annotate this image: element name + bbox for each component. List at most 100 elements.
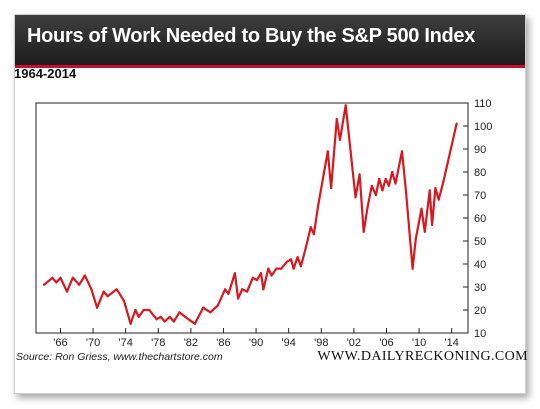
data-point	[349, 150, 352, 153]
data-point	[292, 267, 295, 270]
data-point	[159, 315, 162, 318]
data-point	[90, 288, 93, 291]
data-point	[280, 267, 283, 270]
x-tick-label: '14	[445, 337, 459, 349]
data-point	[434, 187, 437, 190]
data-point	[246, 290, 249, 293]
data-point	[129, 322, 132, 325]
data-point	[312, 233, 315, 236]
x-tick-label: '66	[53, 337, 67, 349]
y-tick-label: 50	[474, 236, 486, 248]
data-point	[122, 299, 126, 302]
data-point	[400, 150, 404, 153]
data-point	[358, 173, 361, 176]
data-point	[209, 311, 212, 314]
data-point	[423, 230, 426, 233]
data-point	[251, 276, 254, 279]
data-point	[344, 104, 347, 107]
data-point	[78, 283, 81, 286]
data-point	[172, 320, 175, 323]
data-point	[270, 274, 273, 277]
data-point	[374, 193, 377, 197]
data-point	[394, 182, 397, 185]
y-tick-label: 30	[474, 282, 486, 294]
data-point	[455, 122, 458, 125]
data-point	[216, 304, 219, 307]
data-point	[55, 281, 58, 284]
x-tick-label: '78	[151, 337, 165, 349]
x-tick-label: '74	[118, 337, 132, 349]
series-line	[43, 104, 458, 325]
data-point	[51, 276, 54, 279]
data-point	[322, 173, 325, 176]
data-point	[184, 315, 187, 318]
data-point	[163, 320, 166, 323]
source-note: Source: Ron Griess, www.thechartstore.co…	[16, 351, 223, 363]
title-bar: Hours of Work Needed to Buy the S&P 500 …	[15, 15, 525, 68]
data-points	[43, 104, 458, 325]
data-point	[259, 272, 263, 275]
data-point	[387, 184, 390, 187]
data-point	[237, 297, 240, 300]
data-point	[59, 276, 62, 279]
data-point	[384, 177, 387, 180]
y-tick-label: 100	[474, 121, 492, 133]
y-tick-label: 70	[474, 190, 486, 202]
data-point	[115, 288, 118, 291]
data-point	[134, 308, 137, 312]
data-point	[285, 260, 289, 263]
data-point	[255, 279, 258, 282]
y-tick-label: 60	[474, 213, 486, 225]
x-tick-label: '98	[314, 337, 328, 349]
x-tick-label: '10	[412, 337, 426, 349]
y-tick-label: 20	[474, 305, 486, 317]
data-point	[102, 290, 105, 293]
brand-logo-text: WWW.DAILYRECKONING.COM	[317, 349, 528, 364]
data-point	[96, 306, 99, 309]
data-point	[296, 256, 299, 259]
data-point	[106, 295, 109, 298]
data-point	[354, 196, 357, 199]
data-point	[43, 283, 46, 286]
data-point	[233, 272, 236, 275]
data-point	[155, 318, 158, 321]
data-point	[370, 184, 373, 187]
x-tick-label: '70	[86, 337, 100, 349]
data-point	[168, 315, 171, 318]
y-tick-label: 110	[474, 98, 492, 110]
data-point	[437, 198, 440, 201]
data-point	[83, 274, 86, 277]
data-point	[267, 267, 270, 270]
data-point	[405, 191, 408, 194]
data-point	[316, 205, 320, 208]
x-tick-label: '06	[379, 337, 393, 349]
data-point	[193, 322, 196, 325]
data-point	[420, 207, 423, 210]
data-point	[330, 187, 333, 190]
data-point	[378, 177, 381, 180]
data-point	[309, 226, 312, 229]
chart-card: Hours of Work Needed to Buy the S&P 500 …	[14, 14, 526, 394]
y-tick-label: 80	[474, 167, 486, 179]
data-point	[414, 237, 417, 240]
data-point	[338, 138, 342, 141]
x-tick-label: '02	[347, 337, 361, 349]
data-point	[366, 205, 369, 208]
x-tick-label: '82	[184, 337, 198, 349]
data-point	[304, 246, 307, 249]
data-point	[178, 311, 181, 314]
axis-ticks	[59, 102, 468, 334]
data-point	[202, 306, 205, 309]
y-tick-label: 90	[474, 144, 486, 156]
data-point	[391, 170, 394, 174]
data-point	[262, 288, 265, 291]
data-point	[142, 308, 145, 312]
x-tick-label: '86	[216, 337, 230, 349]
data-point	[411, 267, 414, 270]
data-point	[428, 189, 431, 192]
data-point	[442, 180, 445, 183]
data-point	[241, 288, 244, 291]
data-point	[362, 230, 365, 233]
data-point	[299, 265, 302, 268]
